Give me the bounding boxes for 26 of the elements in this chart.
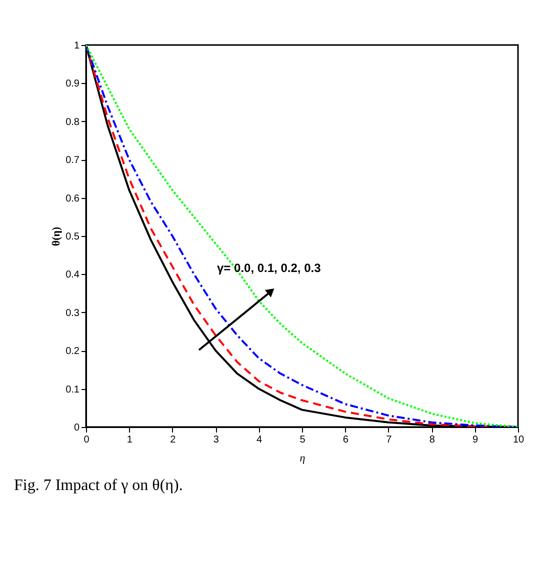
y-tick-label: 0.7 [66, 155, 80, 166]
y-tick-label: 0.6 [66, 193, 80, 204]
annotation: γ= 0.0, 0.1, 0.2, 0.3 [217, 261, 322, 275]
y-tick-label: 0.2 [66, 346, 80, 358]
x-tick-label: 2 [170, 434, 176, 446]
x-tick-label: 5 [300, 434, 306, 446]
x-tick-label: 0 [84, 434, 90, 446]
x-tick-label: 9 [472, 434, 479, 446]
x-tick-label: 4 [256, 434, 263, 446]
x-tick-label: 8 [429, 434, 436, 446]
x-tick-label: 6 [342, 434, 349, 446]
x-tick-label: 3 [213, 434, 220, 446]
y-tick-label: 0.8 [66, 116, 80, 128]
y-tick-label: 0.1 [66, 384, 80, 396]
y-tick-label: 0.4 [66, 270, 80, 281]
y-tick-label: 1 [74, 40, 80, 52]
caption: Fig. 7 Impact of γ on θ(η). [14, 477, 183, 494]
y-tick-label: 0.3 [66, 308, 80, 319]
y-tick-label: 0.5 [66, 232, 80, 242]
y-axis-title: θ(η) [50, 226, 63, 246]
x-tick-label: 10 [512, 434, 524, 446]
x-tick-label: 7 [386, 434, 392, 446]
y-tick-label: 0.9 [66, 78, 80, 90]
y-tick-label: 0 [74, 422, 80, 434]
x-axis-title: η [300, 452, 306, 464]
x-tick-label: 1 [126, 434, 133, 446]
